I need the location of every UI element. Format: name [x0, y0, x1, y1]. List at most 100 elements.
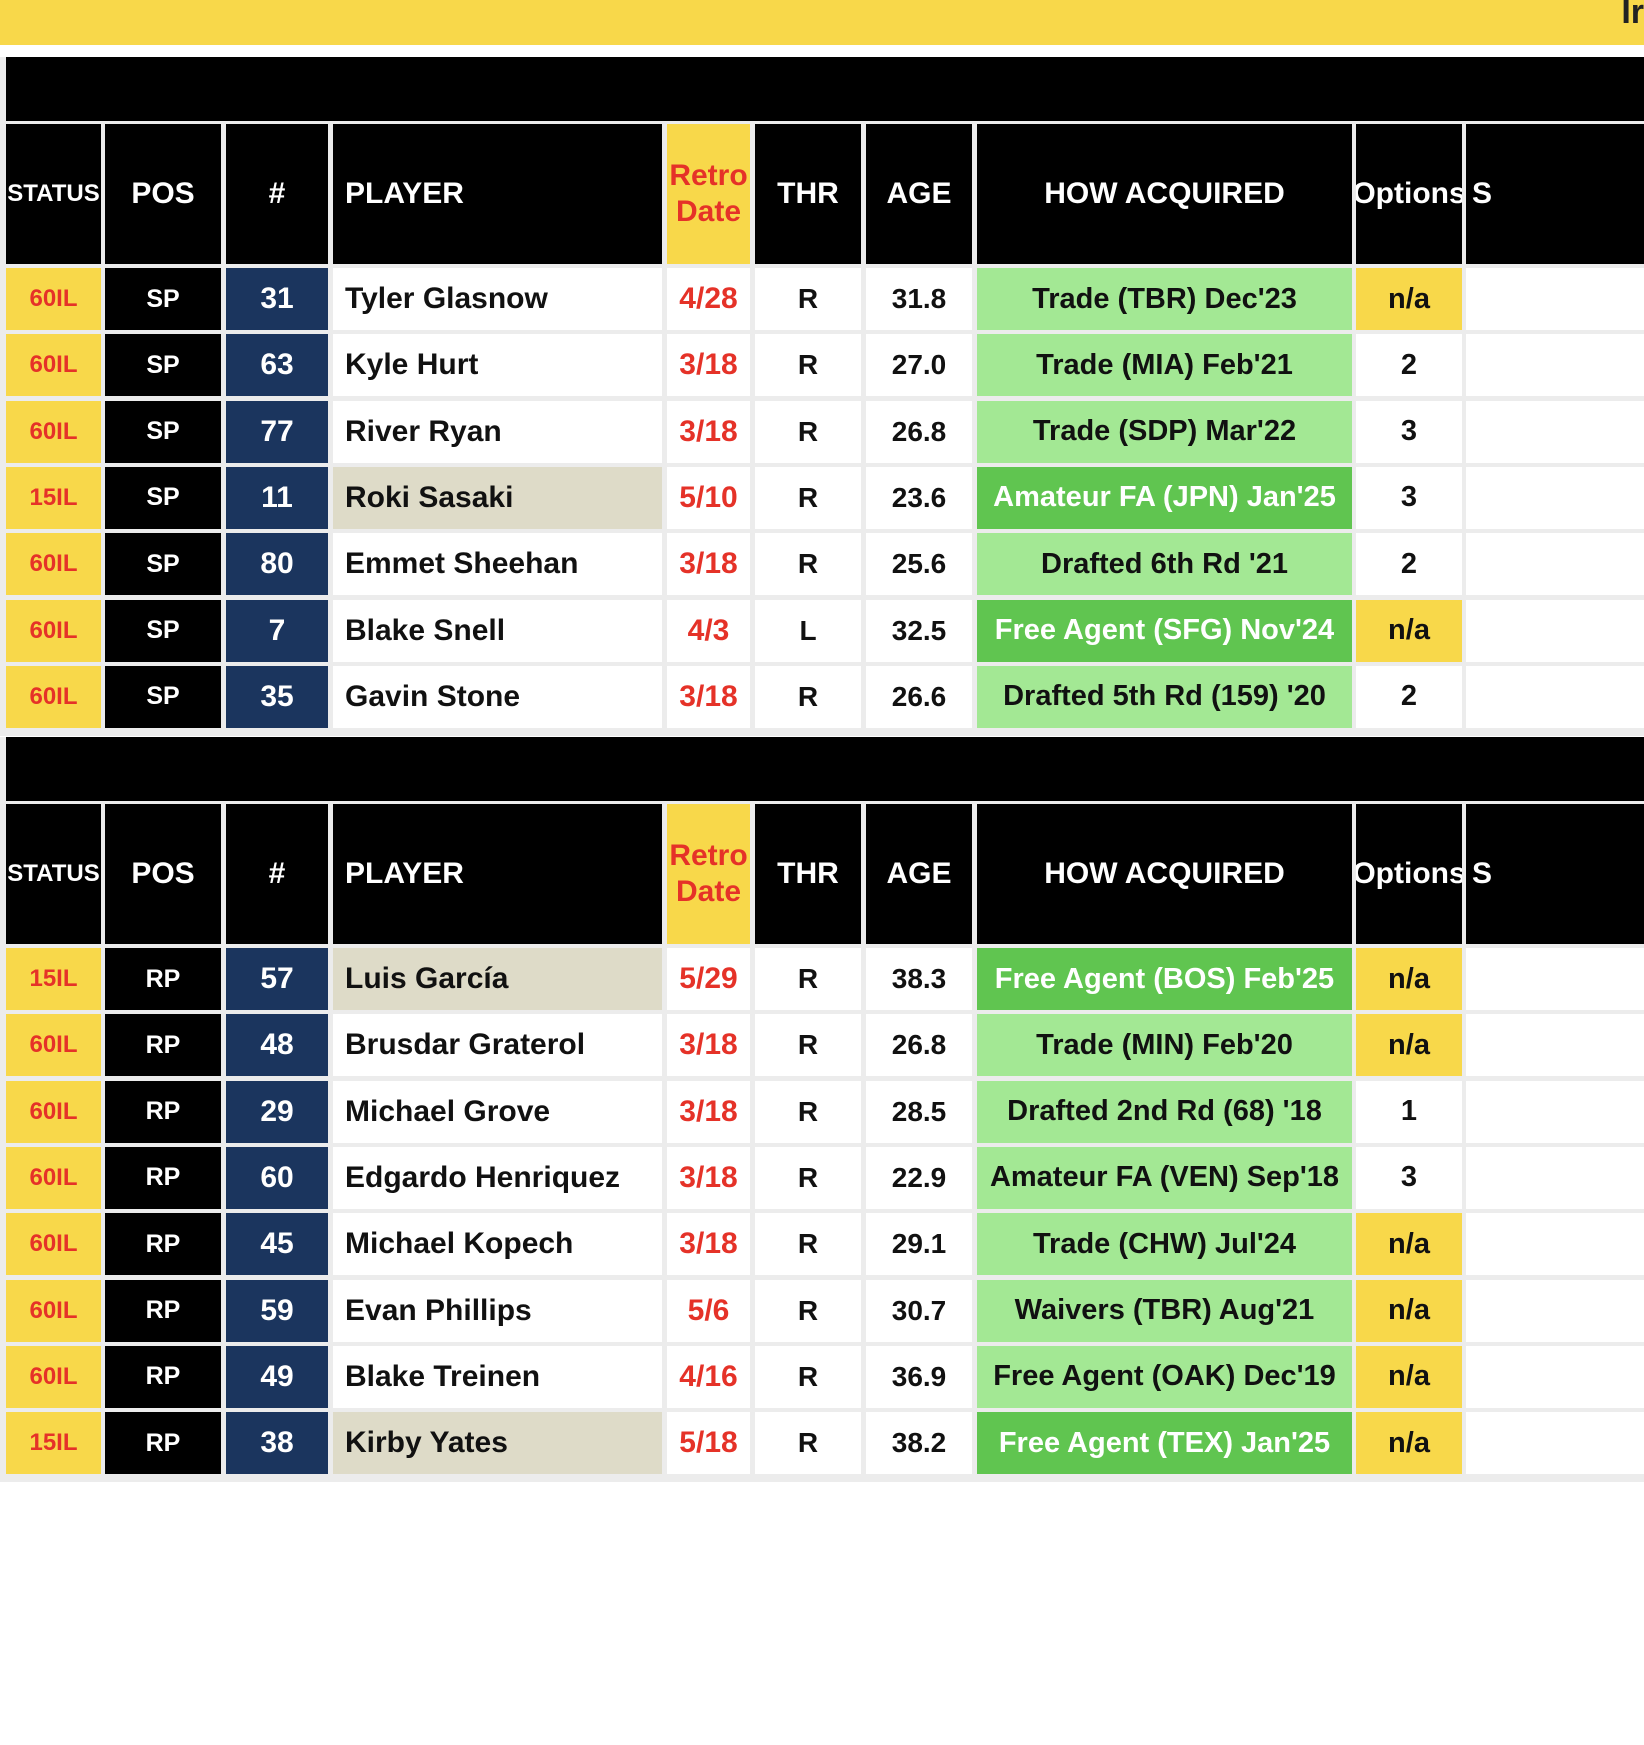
- how-acquired: Amateur FA (JPN) Jan'25: [977, 466, 1352, 529]
- position-cell: RP: [105, 1412, 221, 1475]
- throws-cell: R: [755, 334, 861, 397]
- status-badge: 60IL: [6, 1213, 101, 1276]
- clipped-column-cell: [1466, 466, 1644, 529]
- player-name[interactable]: Blake Treinen: [333, 1345, 662, 1408]
- throws-cell: R: [755, 466, 861, 529]
- player-name[interactable]: Emmet Sheehan: [333, 533, 662, 596]
- position-cell: RP: [105, 1213, 221, 1276]
- player-name[interactable]: Blake Snell: [333, 599, 662, 662]
- how-acquired: Trade (SDP) Mar'22: [977, 400, 1352, 463]
- clipped-column-cell: [1466, 1279, 1644, 1342]
- how-acquired: Trade (TBR) Dec'23: [977, 268, 1352, 330]
- status-badge: 60IL: [6, 1345, 101, 1408]
- retro-date: 3/18: [667, 665, 750, 728]
- status-badge: 60IL: [6, 1146, 101, 1209]
- age-cell: 23.6: [866, 466, 972, 529]
- age-cell: 26.8: [866, 400, 972, 463]
- retro-date: 4/16: [667, 1345, 750, 1408]
- options-cell: 2: [1356, 334, 1462, 397]
- clipped-column-cell: [1466, 268, 1644, 330]
- player-name[interactable]: Luis García: [333, 948, 662, 1010]
- status-badge: 60IL: [6, 1279, 101, 1342]
- retro-date: 3/18: [667, 1146, 750, 1209]
- retro-date: 3/18: [667, 1080, 750, 1143]
- position-cell: SP: [105, 268, 221, 330]
- clipped-column-cell: [1466, 533, 1644, 596]
- throws-cell: R: [755, 1080, 861, 1143]
- player-name[interactable]: Michael Grove: [333, 1080, 662, 1143]
- how-acquired: Free Agent (SFG) Nov'24: [977, 599, 1352, 662]
- options-cell: n/a: [1356, 1279, 1462, 1342]
- throws-cell: R: [755, 1146, 861, 1209]
- jersey-number: 45: [226, 1213, 328, 1276]
- column-header-num: #: [226, 804, 328, 944]
- age-cell: 36.9: [866, 1345, 972, 1408]
- column-header-thr: THR: [755, 124, 861, 264]
- age-cell: 38.3: [866, 948, 972, 1010]
- how-acquired: Trade (MIN) Feb'20: [977, 1014, 1352, 1077]
- age-cell: 29.1: [866, 1213, 972, 1276]
- column-header-retro: Retro Date: [667, 124, 750, 264]
- player-name[interactable]: Tyler Glasnow: [333, 268, 662, 330]
- player-name[interactable]: Evan Phillips: [333, 1279, 662, 1342]
- jersey-number: 35: [226, 665, 328, 728]
- retro-date: 3/18: [667, 400, 750, 463]
- age-cell: 22.9: [866, 1146, 972, 1209]
- position-cell: RP: [105, 1080, 221, 1143]
- jersey-number: 60: [226, 1146, 328, 1209]
- column-header-age: AGE: [866, 804, 972, 944]
- top-banner: Ir: [0, 0, 1644, 45]
- status-badge: 60IL: [6, 400, 101, 463]
- column-header-player: PLAYER: [333, 804, 662, 944]
- options-cell: n/a: [1356, 1014, 1462, 1077]
- age-cell: 32.5: [866, 599, 972, 662]
- age-cell: 26.8: [866, 1014, 972, 1077]
- options-cell: 2: [1356, 533, 1462, 596]
- retro-date: 3/18: [667, 533, 750, 596]
- column-header-options: Options: [1356, 804, 1462, 944]
- throws-cell: R: [755, 1345, 861, 1408]
- how-acquired: Free Agent (BOS) Feb'25: [977, 948, 1352, 1010]
- throws-cell: R: [755, 1279, 861, 1342]
- player-name[interactable]: Brusdar Graterol: [333, 1014, 662, 1077]
- throws-cell: R: [755, 1213, 861, 1276]
- player-name[interactable]: Roki Sasaki: [333, 466, 662, 529]
- clipped-column-cell: [1466, 1345, 1644, 1408]
- player-name[interactable]: Michael Kopech: [333, 1213, 662, 1276]
- age-cell: 28.5: [866, 1080, 972, 1143]
- options-cell: 3: [1356, 1146, 1462, 1209]
- position-cell: RP: [105, 1014, 221, 1077]
- column-header-pos: POS: [105, 124, 221, 264]
- throws-cell: L: [755, 599, 861, 662]
- player-name[interactable]: Gavin Stone: [333, 665, 662, 728]
- clipped-column-cell: [1466, 1412, 1644, 1475]
- options-cell: 3: [1356, 466, 1462, 529]
- column-header-player: PLAYER: [333, 124, 662, 264]
- jersey-number: 29: [226, 1080, 328, 1143]
- player-name[interactable]: Kirby Yates: [333, 1412, 662, 1475]
- column-header-partial: S: [1466, 124, 1644, 264]
- player-name[interactable]: River Ryan: [333, 400, 662, 463]
- jersey-number: 57: [226, 948, 328, 1010]
- age-cell: 30.7: [866, 1279, 972, 1342]
- how-acquired: Waivers (TBR) Aug'21: [977, 1279, 1352, 1342]
- retro-date: 3/18: [667, 1213, 750, 1276]
- status-badge: 60IL: [6, 268, 101, 330]
- clipped-column-cell: [1466, 334, 1644, 397]
- column-header-options: Options: [1356, 124, 1462, 264]
- options-cell: n/a: [1356, 1213, 1462, 1276]
- how-acquired: Free Agent (OAK) Dec'19: [977, 1345, 1352, 1408]
- status-badge: 15IL: [6, 1412, 101, 1475]
- jersey-number: 49: [226, 1345, 328, 1408]
- options-cell: n/a: [1356, 948, 1462, 1010]
- clipped-column-cell: [1466, 948, 1644, 1010]
- clipped-column-cell: [1466, 665, 1644, 728]
- position-cell: SP: [105, 400, 221, 463]
- throws-cell: R: [755, 533, 861, 596]
- position-cell: SP: [105, 599, 221, 662]
- player-name[interactable]: Kyle Hurt: [333, 334, 662, 397]
- position-cell: SP: [105, 334, 221, 397]
- column-header-pos: POS: [105, 804, 221, 944]
- options-cell: 1: [1356, 1080, 1462, 1143]
- player-name[interactable]: Edgardo Henriquez: [333, 1146, 662, 1209]
